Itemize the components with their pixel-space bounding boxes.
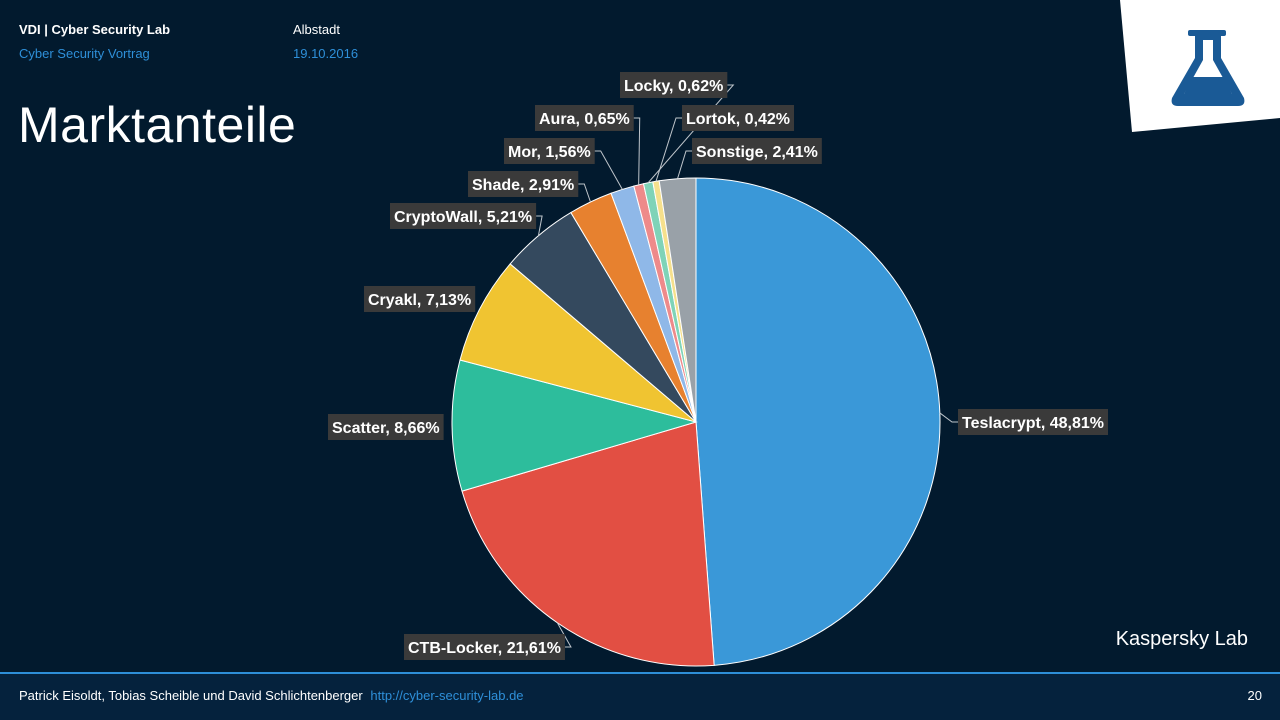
data-label-box xyxy=(504,138,595,164)
pie-slice-teslacrypt xyxy=(695,177,941,666)
footer-divider xyxy=(0,672,1280,674)
pie-slice-sonstige xyxy=(658,177,697,423)
leader-line-sonstige xyxy=(677,150,692,179)
data-label-text: Shade, 2,91% xyxy=(472,177,574,194)
leader-line-aura xyxy=(633,117,641,185)
data-label-lortok: Lortok, 0,42% xyxy=(682,105,795,131)
data-label-text: Cryakl, 7,13% xyxy=(368,292,471,309)
data-label-mor: Mor, 1,56% xyxy=(504,138,595,164)
authors-text: Patrick Eisoldt, Tobias Scheible und Dav… xyxy=(19,688,363,703)
pie-slice-scatter xyxy=(451,359,698,492)
data-label-box xyxy=(682,105,795,131)
data-label-cryakl: Cryakl, 7,13% xyxy=(364,286,476,312)
leader-line-teslacrypt xyxy=(939,412,958,423)
data-label-box xyxy=(535,105,634,131)
header-subtitle: Cyber Security Vortrag xyxy=(19,46,150,61)
header-date: 19.10.2016 xyxy=(293,46,359,61)
data-label-box xyxy=(364,286,476,312)
data-label-box xyxy=(468,171,579,197)
data-label-box xyxy=(404,634,565,660)
data-label-text: Mor, 1,56% xyxy=(508,144,591,161)
leader-line-locky xyxy=(647,84,735,184)
data-label-box xyxy=(958,409,1109,435)
data-label-box xyxy=(328,414,444,440)
footer-bar xyxy=(0,674,1280,720)
leader-line-shade xyxy=(578,183,591,203)
website-link[interactable]: http://cyber-security-lab.de xyxy=(370,688,524,703)
header-title: VDI | Cyber Security Lab xyxy=(19,22,171,37)
leader-line-lortok xyxy=(655,117,682,182)
data-label-text: CryptoWall, 5,21% xyxy=(394,209,532,226)
header-location: Albstadt xyxy=(293,22,340,37)
data-label-sonstige: Sonstige, 2,41% xyxy=(692,138,822,164)
leader-line-ctb-locker xyxy=(556,622,572,648)
data-label-box xyxy=(620,72,728,98)
data-label-aura: Aura, 0,65% xyxy=(535,105,634,131)
data-label-text: Lortok, 0,42% xyxy=(686,111,790,128)
data-label-locky: Locky, 0,62% xyxy=(620,72,728,98)
data-label-text: Scatter, 8,66% xyxy=(332,420,440,437)
data-label-text: Sonstige, 2,41% xyxy=(696,144,818,161)
data-label-ctb-locker: CTB-Locker, 21,61% xyxy=(404,634,565,660)
data-label-text: Aura, 0,65% xyxy=(539,111,630,128)
data-label-shade: Shade, 2,91% xyxy=(468,171,579,197)
data-label-scatter: Scatter, 8,66% xyxy=(328,414,444,440)
leader-line-cryptowall xyxy=(536,215,543,236)
data-label-box xyxy=(390,203,537,229)
data-label-text: CTB-Locker, 21,61% xyxy=(408,640,561,657)
page-number: 20 xyxy=(1247,688,1262,703)
page-title: Marktanteile xyxy=(18,97,297,153)
pie-slice-ctb-locker xyxy=(461,421,715,667)
pie-slice-cryakl xyxy=(459,263,697,423)
data-label-text: Locky, 0,62% xyxy=(624,78,723,95)
source-label: Kaspersky Lab xyxy=(1115,628,1248,650)
data-label-cryptowall: CryptoWall, 5,21% xyxy=(390,203,537,229)
data-label-text: Teslacrypt, 48,81% xyxy=(962,415,1104,432)
data-label-teslacrypt: Teslacrypt, 48,81% xyxy=(958,409,1109,435)
data-label-box xyxy=(692,138,822,164)
leader-line-mor xyxy=(594,150,623,190)
footer-authors: Patrick Eisoldt, Tobias Scheible und Dav… xyxy=(19,688,524,703)
